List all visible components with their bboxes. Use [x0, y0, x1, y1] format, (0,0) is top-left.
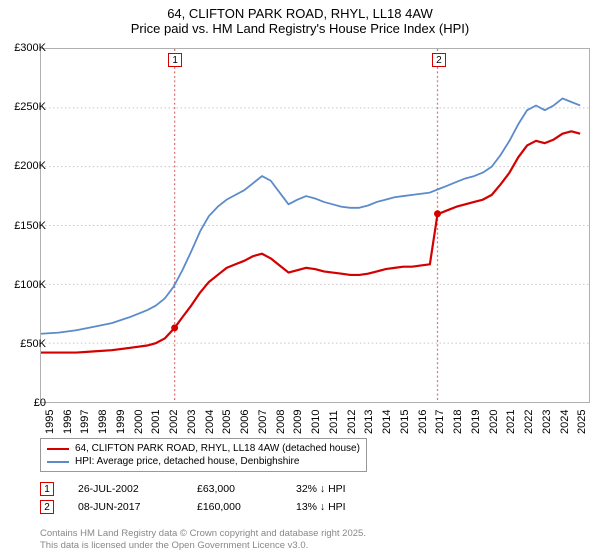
- x-tick-label: 2022: [523, 410, 535, 434]
- x-tick-label: 2002: [168, 410, 180, 434]
- sale-row-2: 2 08-JUN-2017 £160,000 13% ↓ HPI: [40, 498, 386, 516]
- y-tick-label: £200K: [14, 160, 46, 172]
- title-address: 64, CLIFTON PARK ROAD, RHYL, LL18 4AW: [0, 6, 600, 21]
- legend-swatch-hpi: [47, 461, 69, 463]
- sale-delta-2: 13% ↓ HPI: [296, 501, 386, 513]
- x-tick-label: 2009: [292, 410, 304, 434]
- x-tick-label: 2025: [576, 410, 588, 434]
- x-tick-label: 2008: [275, 410, 287, 434]
- sale-marker-1: 1: [40, 482, 54, 496]
- sale-marker-2: 2: [40, 500, 54, 514]
- x-tick-label: 2017: [434, 410, 446, 434]
- x-tick-label: 1996: [62, 410, 74, 434]
- sale-date-2: 08-JUN-2017: [78, 501, 173, 513]
- sale-row-1: 1 26-JUL-2002 £63,000 32% ↓ HPI: [40, 480, 386, 498]
- x-tick-label: 2015: [399, 410, 411, 434]
- y-tick-label: £250K: [14, 101, 46, 113]
- x-tick-label: 2005: [221, 410, 233, 434]
- x-tick-label: 2018: [452, 410, 464, 434]
- chart-container: 64, CLIFTON PARK ROAD, RHYL, LL18 4AW Pr…: [0, 0, 600, 560]
- legend-swatch-property: [47, 448, 69, 450]
- footer-line2: This data is licensed under the Open Gov…: [40, 540, 366, 552]
- sale-delta-1: 32% ↓ HPI: [296, 483, 386, 495]
- x-tick-label: 2023: [541, 410, 553, 434]
- x-tick-label: 2004: [204, 410, 216, 434]
- legend-item-property: 64, CLIFTON PARK ROAD, RHYL, LL18 4AW (d…: [47, 442, 360, 455]
- x-tick-label: 2010: [310, 410, 322, 434]
- chart-plot-area: 12: [40, 48, 590, 403]
- title-subtitle: Price paid vs. HM Land Registry's House …: [0, 21, 600, 36]
- x-tick-label: 2024: [559, 410, 571, 434]
- x-tick-label: 2020: [488, 410, 500, 434]
- sale-date-1: 26-JUL-2002: [78, 483, 173, 495]
- y-tick-label: £0: [34, 397, 46, 409]
- y-tick-label: £150K: [14, 220, 46, 232]
- sale-price-2: £160,000: [197, 501, 272, 513]
- x-tick-label: 2011: [328, 410, 340, 434]
- x-tick-label: 1999: [115, 410, 127, 434]
- x-tick-label: 2001: [150, 410, 162, 434]
- x-tick-label: 1997: [79, 410, 91, 434]
- x-tick-label: 2013: [363, 410, 375, 434]
- chart-marker-2: 2: [432, 53, 446, 67]
- legend-label-hpi: HPI: Average price, detached house, Denb…: [75, 456, 299, 467]
- y-tick-label: £100K: [14, 279, 46, 291]
- x-tick-label: 1998: [97, 410, 109, 434]
- x-tick-label: 1995: [44, 410, 56, 434]
- chart-marker-1: 1: [168, 53, 182, 67]
- footer: Contains HM Land Registry data © Crown c…: [40, 528, 366, 552]
- x-tick-label: 2000: [133, 410, 145, 434]
- x-tick-label: 2019: [470, 410, 482, 434]
- y-tick-label: £300K: [14, 42, 46, 54]
- x-tick-label: 2012: [346, 410, 358, 434]
- chart-svg: [41, 49, 589, 402]
- x-tick-label: 2016: [417, 410, 429, 434]
- legend: 64, CLIFTON PARK ROAD, RHYL, LL18 4AW (d…: [40, 438, 367, 472]
- sale-price-1: £63,000: [197, 483, 272, 495]
- legend-item-hpi: HPI: Average price, detached house, Denb…: [47, 455, 360, 468]
- x-tick-label: 2006: [239, 410, 251, 434]
- x-tick-label: 2007: [257, 410, 269, 434]
- title-block: 64, CLIFTON PARK ROAD, RHYL, LL18 4AW Pr…: [0, 0, 600, 38]
- x-tick-label: 2003: [186, 410, 198, 434]
- x-tick-label: 2021: [505, 410, 517, 434]
- sales-table: 1 26-JUL-2002 £63,000 32% ↓ HPI 2 08-JUN…: [40, 480, 386, 516]
- y-tick-label: £50K: [20, 338, 46, 350]
- footer-line1: Contains HM Land Registry data © Crown c…: [40, 528, 366, 540]
- x-tick-label: 2014: [381, 410, 393, 434]
- legend-label-property: 64, CLIFTON PARK ROAD, RHYL, LL18 4AW (d…: [75, 443, 360, 454]
